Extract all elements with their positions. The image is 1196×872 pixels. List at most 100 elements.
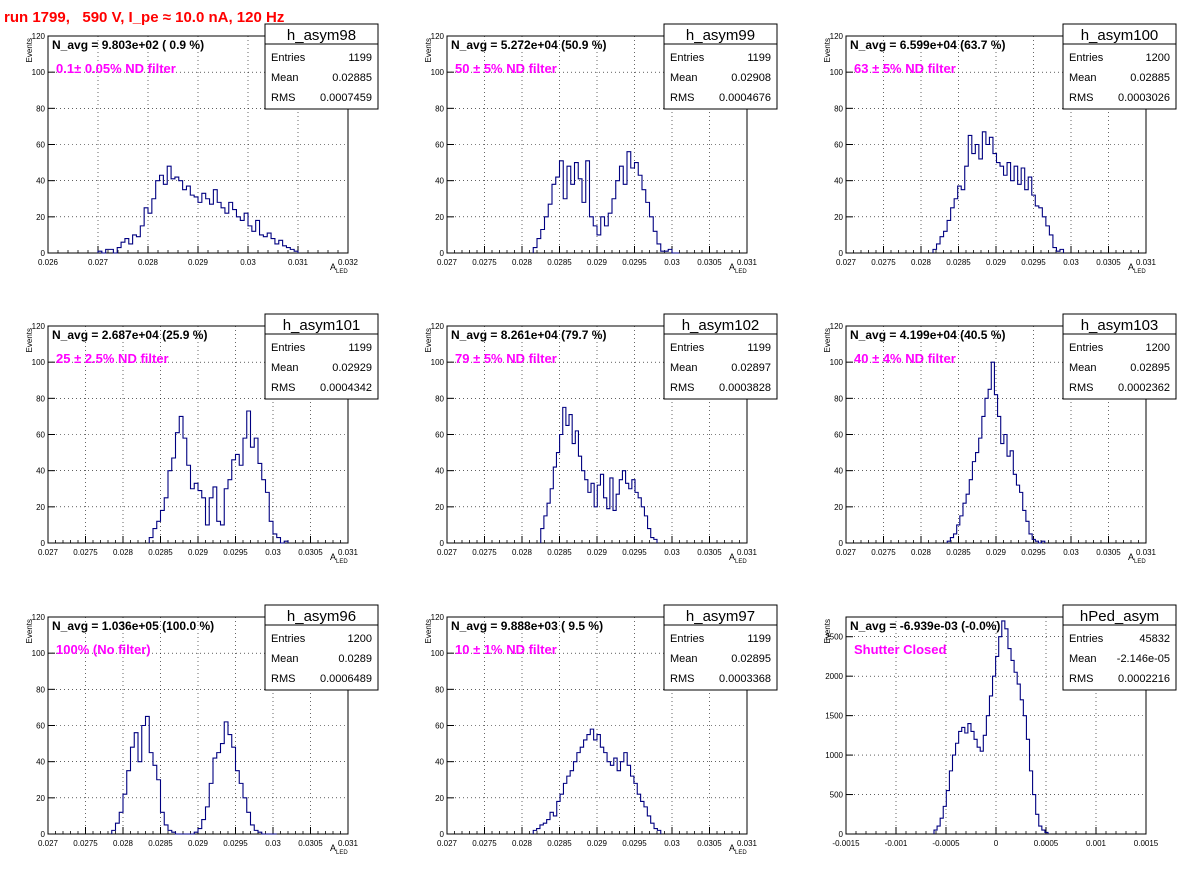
stats-key: RMS (670, 673, 694, 685)
x-tick-label: 0.0285 (148, 548, 173, 557)
histogram-name: h_asym98 (287, 27, 356, 44)
y-axis-title: Events (424, 38, 433, 62)
navg-label: N_avg = 9.803e+02 ( 0.9 %) (52, 38, 204, 52)
stats-key: Entries (670, 342, 705, 354)
x-tick-label: 0.031 (1136, 258, 1157, 267)
x-tick-label: 0.031 (737, 548, 758, 557)
x-tick-label: 0.0275 (73, 548, 98, 557)
y-axis-title: Events (25, 328, 34, 352)
histogram-line (532, 151, 680, 254)
x-tick-label: 0.0275 (73, 839, 98, 848)
stats-value: 1199 (747, 342, 771, 354)
y-tick-label: 80 (36, 685, 45, 694)
stats-box (663, 604, 778, 691)
stats-value: 0.0289 (338, 653, 372, 665)
x-tick-label: 0 (994, 839, 999, 848)
y-axis-title: Events (823, 619, 832, 643)
y-tick-label: 80 (435, 394, 444, 403)
y-tick-label: 120 (32, 322, 46, 331)
y-tick-label: 0 (440, 249, 445, 258)
y-tick-label: 20 (435, 503, 444, 512)
navg-label: N_avg = 4.199e+04 (40.5 %) (850, 328, 1005, 342)
x-tick-label: 0.027 (38, 548, 59, 557)
stats-key: Entries (1069, 342, 1104, 354)
x-tick-label: 0.0295 (622, 258, 647, 267)
stats-value: 0.0006489 (320, 673, 372, 685)
stats-key: Entries (271, 52, 306, 64)
y-tick-label: 20 (834, 213, 843, 222)
y-tick-label: 120 (431, 613, 445, 622)
x-tick-label: -0.0015 (832, 839, 860, 848)
y-tick-label: 120 (431, 32, 445, 41)
stats-value: 0.02929 (332, 362, 372, 374)
y-tick-label: 40 (834, 467, 843, 476)
x-tick-label: 0.03 (265, 548, 281, 557)
y-tick-label: 80 (36, 394, 45, 403)
y-tick-label: 20 (435, 213, 444, 222)
navg-label: N_avg = 5.272e+04 (50.9 %) (451, 38, 606, 52)
stats-value: 1200 (1146, 342, 1170, 354)
x-tick-label: 0.0285 (547, 258, 572, 267)
stats-value: 1200 (348, 633, 372, 645)
x-tick-label: 0.0295 (223, 839, 248, 848)
y-axis-title: Events (424, 619, 433, 643)
x-tick-label: 0.028 (911, 258, 932, 267)
y-tick-label: 120 (431, 322, 445, 331)
x-tick-label: 0.03 (1063, 258, 1079, 267)
y-axis-title: Events (25, 619, 34, 643)
x-tick-label: 0.0305 (697, 258, 722, 267)
x-tick-label: 0.029 (188, 548, 209, 557)
x-tick-label: 0.032 (338, 258, 359, 267)
x-tick-label: 0.0275 (472, 839, 497, 848)
y-tick-label: 100 (32, 68, 46, 77)
stats-value: 0.02897 (731, 362, 771, 374)
stats-key: Mean (1069, 72, 1097, 84)
stats-box (663, 313, 778, 400)
histogram-name: h_asym96 (287, 608, 356, 625)
navg-label: N_avg = 1.036e+05 (100.0 %) (52, 619, 214, 633)
x-tick-label: 0.027 (836, 258, 857, 267)
stats-key: Mean (670, 72, 698, 84)
x-tick-label: 0.0305 (697, 839, 722, 848)
y-tick-label: 60 (36, 431, 45, 440)
y-axis-title: Events (823, 328, 832, 352)
page-title: run 1799, 590 V, I_pe ≈ 10.0 nA, 120 Hz (4, 9, 285, 26)
stats-value: 0.0002362 (1118, 382, 1170, 394)
y-tick-label: 100 (32, 358, 46, 367)
x-tick-label: 0.0305 (1096, 258, 1121, 267)
stats-value: 0.0003828 (719, 382, 771, 394)
histogram-name: hPed_asym (1080, 608, 1159, 625)
x-tick-label: 0.03 (664, 258, 680, 267)
histogram-line (111, 715, 277, 835)
navg-label: N_avg = -6.939e-03 (-0.0%) (850, 619, 1000, 633)
filter-label: 0.1± 0.05% ND filter (56, 61, 176, 76)
y-tick-label: 0 (41, 539, 46, 548)
y-tick-label: 100 (32, 649, 46, 658)
y-tick-label: 20 (36, 794, 45, 803)
x-tick-label: -0.0005 (932, 839, 960, 848)
stats-value: -2.146e-05 (1117, 653, 1170, 665)
y-tick-label: 80 (834, 394, 843, 403)
y-tick-label: 1500 (825, 712, 843, 721)
histogram-panel-hPed_asym: -0.0015 -0.001 -0.0005 0 0.0005 0.001 0.0015 0 5… (823, 604, 1177, 848)
navg-label: N_avg = 2.687e+04 (25.9 %) (52, 328, 207, 342)
y-axis-title: Events (25, 38, 34, 62)
y-tick-label: 0 (839, 830, 844, 839)
x-tick-label: 0.028 (113, 839, 134, 848)
stats-key: RMS (271, 673, 295, 685)
stats-box (1062, 23, 1177, 110)
navg-label: N_avg = 8.261e+04 (79.7 %) (451, 328, 606, 342)
y-tick-label: 20 (36, 213, 45, 222)
stats-key: Mean (1069, 362, 1097, 374)
x-tick-label: 0.028 (512, 258, 533, 267)
histogram-name: h_asym99 (686, 27, 755, 44)
y-tick-label: 80 (435, 104, 444, 113)
filter-label: 79 ± 5% ND filter (455, 351, 557, 366)
histogram-panel-h_asym102: 0.027 0.0275 0.028 0.0285 0.029 0.0295 0.03 0.0… (424, 313, 778, 565)
stats-key: Mean (271, 362, 299, 374)
stats-key: RMS (271, 382, 295, 394)
x-tick-label: 0.0015 (1134, 839, 1159, 848)
x-tick-label: 0.031 (737, 839, 758, 848)
filter-label: 63 ± 5% ND filter (854, 61, 956, 76)
